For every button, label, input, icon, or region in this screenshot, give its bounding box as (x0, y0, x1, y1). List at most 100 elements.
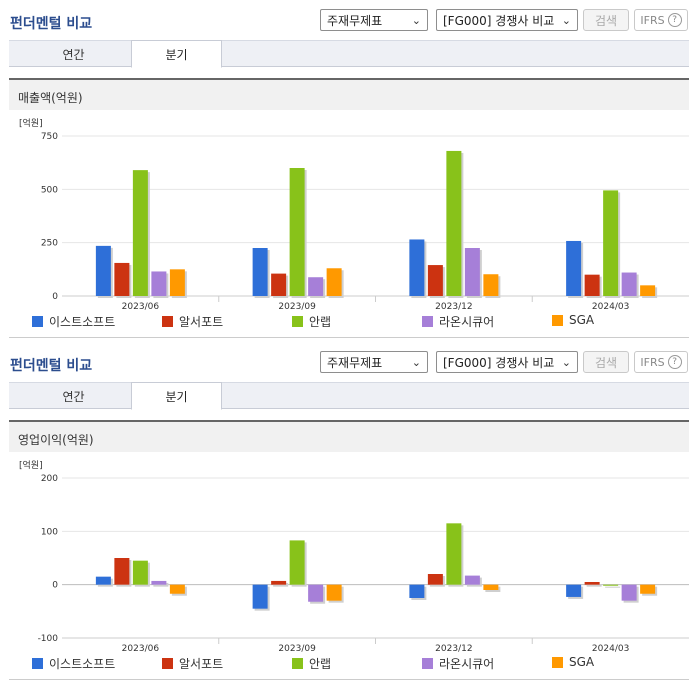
period-tabs: 연간 분기 (9, 382, 689, 410)
question-icon: ? (667, 13, 682, 27)
bar[interactable] (151, 580, 167, 585)
bar[interactable] (95, 576, 111, 585)
bar[interactable] (464, 575, 480, 585)
bar[interactable] (621, 584, 637, 601)
panel-title: 펀더멘털 비교 (10, 16, 93, 32)
fundamental-panel-revenue: 펀더멘털 비교 주재무제표 ⌄ [FG000] 경쟁사 비교 ⌄ 검색 IFRS? … (9, 9, 689, 338)
bar[interactable] (114, 262, 130, 296)
bar[interactable] (566, 584, 582, 597)
ifrs-label: IFRS (640, 355, 665, 369)
legend-swatch (552, 656, 563, 668)
bar[interactable] (483, 274, 499, 296)
statement-select-value: 주재무제표 (327, 13, 383, 28)
bar[interactable] (409, 239, 425, 296)
statement-select[interactable]: 주재무제표 ⌄ (320, 9, 428, 31)
y-tick-label: 0 (52, 292, 58, 302)
legend-label: 안랩 (309, 315, 332, 329)
bar[interactable] (603, 584, 619, 586)
bar[interactable] (326, 268, 342, 296)
y-tick-label: 250 (41, 239, 58, 249)
bar[interactable] (252, 584, 268, 609)
unit-label: [억원] (19, 117, 43, 129)
tab-annual[interactable]: 연간 (62, 47, 85, 62)
chevron-down-icon: ⌄ (561, 355, 571, 369)
bar[interactable] (603, 190, 619, 296)
search-button[interactable]: 검색 (583, 351, 629, 373)
bar-shadow (605, 586, 621, 588)
y-tick-label: 100 (41, 527, 58, 537)
chevron-down-icon: ⌄ (561, 13, 571, 27)
bar[interactable] (132, 560, 148, 585)
bar[interactable] (584, 582, 600, 585)
bar[interactable] (252, 248, 268, 296)
bar[interactable] (169, 269, 185, 296)
peer-select[interactable]: [FG000] 경쟁사 비교 ⌄ (436, 351, 578, 373)
bar[interactable] (427, 265, 443, 296)
bar[interactable] (169, 584, 185, 594)
tab-quarterly[interactable]: 분기 (131, 40, 222, 68)
bar[interactable] (308, 277, 324, 296)
bar[interactable] (483, 584, 499, 590)
bar[interactable] (566, 240, 582, 296)
chart-legend: 이스트소프트 알서포트 안랩 라온시큐어 SGA (22, 655, 682, 671)
peer-select[interactable]: [FG000] 경쟁사 비교 ⌄ (436, 9, 578, 31)
legend-item-raonsecure[interactable]: 라온시큐어 (422, 313, 494, 330)
legend-label: 안랩 (309, 657, 332, 671)
y-tick-label: 0 (52, 581, 58, 591)
legend-label: SGA (569, 655, 595, 669)
legend-item-sga[interactable]: SGA (552, 655, 594, 669)
tab-annual[interactable]: 연간 (62, 389, 85, 404)
bar-shadow (153, 582, 169, 587)
legend-label: 이스트소프트 (49, 315, 116, 329)
legend-item-sga[interactable]: SGA (552, 313, 594, 327)
legend-item-ahnlab[interactable]: 안랩 (292, 313, 331, 330)
bar[interactable] (409, 584, 425, 598)
bar[interactable] (464, 248, 480, 296)
bar[interactable] (326, 584, 342, 601)
bar[interactable] (114, 558, 130, 585)
legend-label: 이스트소프트 (49, 657, 116, 671)
bar[interactable] (289, 168, 305, 296)
question-icon: ? (667, 355, 682, 369)
legend-item-rsupport[interactable]: 알서포트 (162, 313, 223, 330)
tab-quarterly[interactable]: 분기 (131, 382, 222, 410)
bar[interactable] (132, 170, 148, 296)
legend-swatch (292, 658, 303, 669)
bar[interactable] (289, 540, 305, 585)
bar[interactable] (640, 584, 656, 594)
y-tick-label: 750 (41, 132, 58, 142)
ifrs-help-button[interactable]: IFRS? (634, 351, 688, 373)
bar[interactable] (584, 274, 600, 296)
statement-select[interactable]: 주재무제표 ⌄ (320, 351, 428, 373)
legend-label: SGA (569, 313, 595, 327)
bar[interactable] (427, 574, 443, 585)
x-tick-label: 2023/12 (435, 302, 472, 310)
legend-item-rsupport[interactable]: 알서포트 (162, 655, 223, 672)
search-button[interactable]: 검색 (583, 9, 629, 31)
peer-select-value: [FG000] 경쟁사 비교 (443, 355, 555, 370)
bar[interactable] (640, 285, 656, 296)
fundamental-panel-operating-profit: 펀더멘털 비교 주재무제표 ⌄ [FG000] 경쟁사 비교 ⌄ 검색 IFRS? … (0, 342, 696, 684)
legend-item-estsoft[interactable]: 이스트소프트 (32, 313, 115, 330)
bar[interactable] (446, 523, 462, 585)
bar[interactable] (95, 245, 111, 296)
legend-item-estsoft[interactable]: 이스트소프트 (32, 655, 115, 672)
bar[interactable] (271, 273, 287, 296)
legend-label: 라온시큐어 (439, 657, 495, 671)
bar[interactable] (271, 580, 287, 585)
bar[interactable] (446, 150, 462, 296)
legend-label: 라온시큐어 (439, 315, 495, 329)
bar[interactable] (621, 272, 637, 296)
panel-title: 펀더멘털 비교 (10, 358, 93, 374)
ifrs-help-button[interactable]: IFRS? (634, 9, 688, 31)
legend-swatch (422, 316, 433, 327)
legend-swatch (552, 314, 563, 326)
bar[interactable] (151, 271, 167, 296)
legend-item-ahnlab[interactable]: 안랩 (292, 655, 331, 672)
legend-item-raonsecure[interactable]: 라온시큐어 (422, 655, 494, 672)
bar[interactable] (308, 584, 324, 602)
legend-swatch (162, 658, 173, 669)
x-tick-label: 2023/06 (122, 644, 160, 652)
bar-shadow (273, 582, 289, 587)
chart-area: [억원] 0 250 500 750 2023/06 2023/09 2023/12 2024/… (9, 110, 689, 338)
